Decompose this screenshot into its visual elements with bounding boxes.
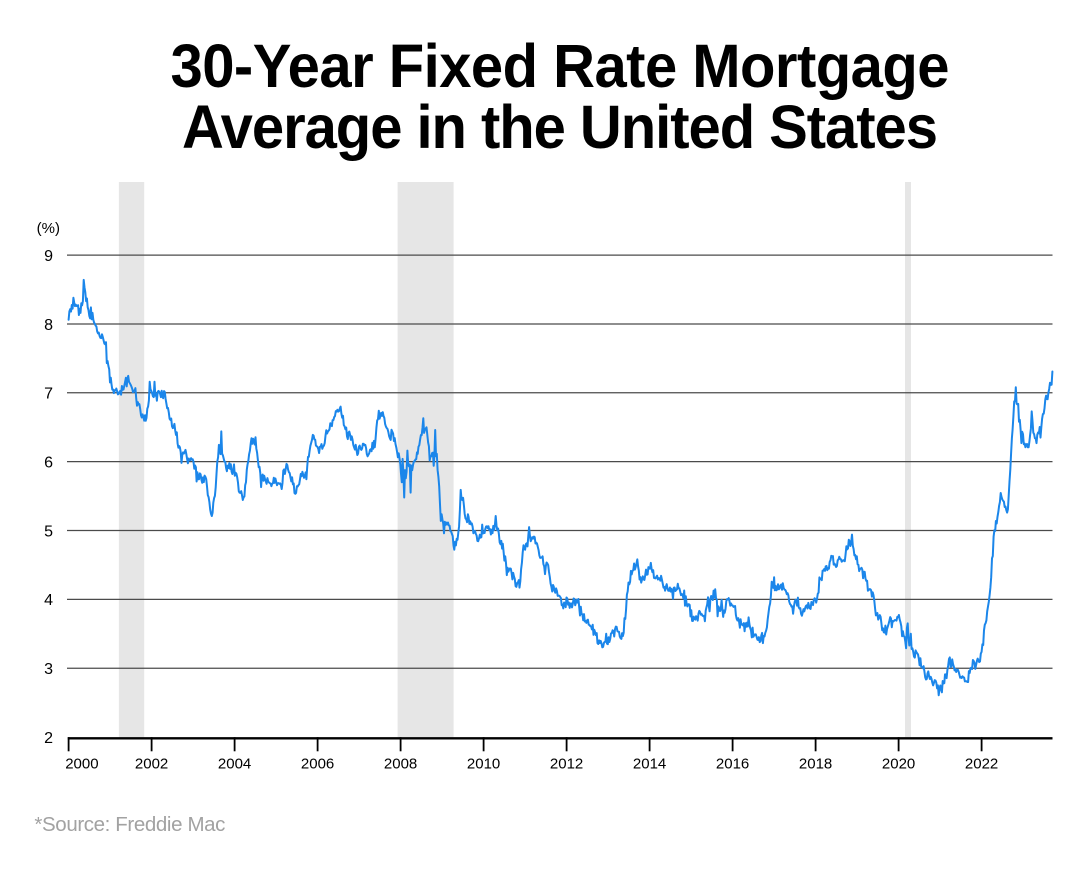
svg-text:2004: 2004 (218, 755, 251, 772)
svg-text:(%): (%) (37, 220, 60, 237)
svg-text:6: 6 (44, 454, 53, 471)
svg-text:7: 7 (44, 386, 53, 403)
svg-text:2000: 2000 (65, 755, 98, 772)
svg-text:2010: 2010 (467, 755, 500, 772)
svg-text:2016: 2016 (716, 755, 749, 772)
svg-text:2018: 2018 (799, 755, 832, 772)
svg-text:30-Year Fixed Rate Mortgage: 30-Year Fixed Rate Mortgage (171, 31, 950, 100)
svg-text:2008: 2008 (384, 755, 417, 772)
svg-text:9: 9 (44, 248, 53, 265)
svg-text:Average in the United States: Average in the United States (182, 93, 938, 162)
svg-text:2006: 2006 (301, 755, 334, 772)
svg-text:4: 4 (44, 592, 53, 609)
svg-text:3: 3 (44, 661, 53, 678)
svg-text:2002: 2002 (135, 755, 168, 772)
svg-text:*Source: Freddie Mac: *Source: Freddie Mac (34, 813, 225, 836)
svg-text:2022: 2022 (965, 755, 998, 772)
svg-text:2: 2 (44, 730, 53, 747)
svg-text:2020: 2020 (882, 755, 915, 772)
svg-text:2014: 2014 (633, 755, 666, 772)
svg-text:8: 8 (44, 317, 53, 334)
svg-text:2012: 2012 (550, 755, 583, 772)
svg-text:5: 5 (44, 523, 53, 540)
